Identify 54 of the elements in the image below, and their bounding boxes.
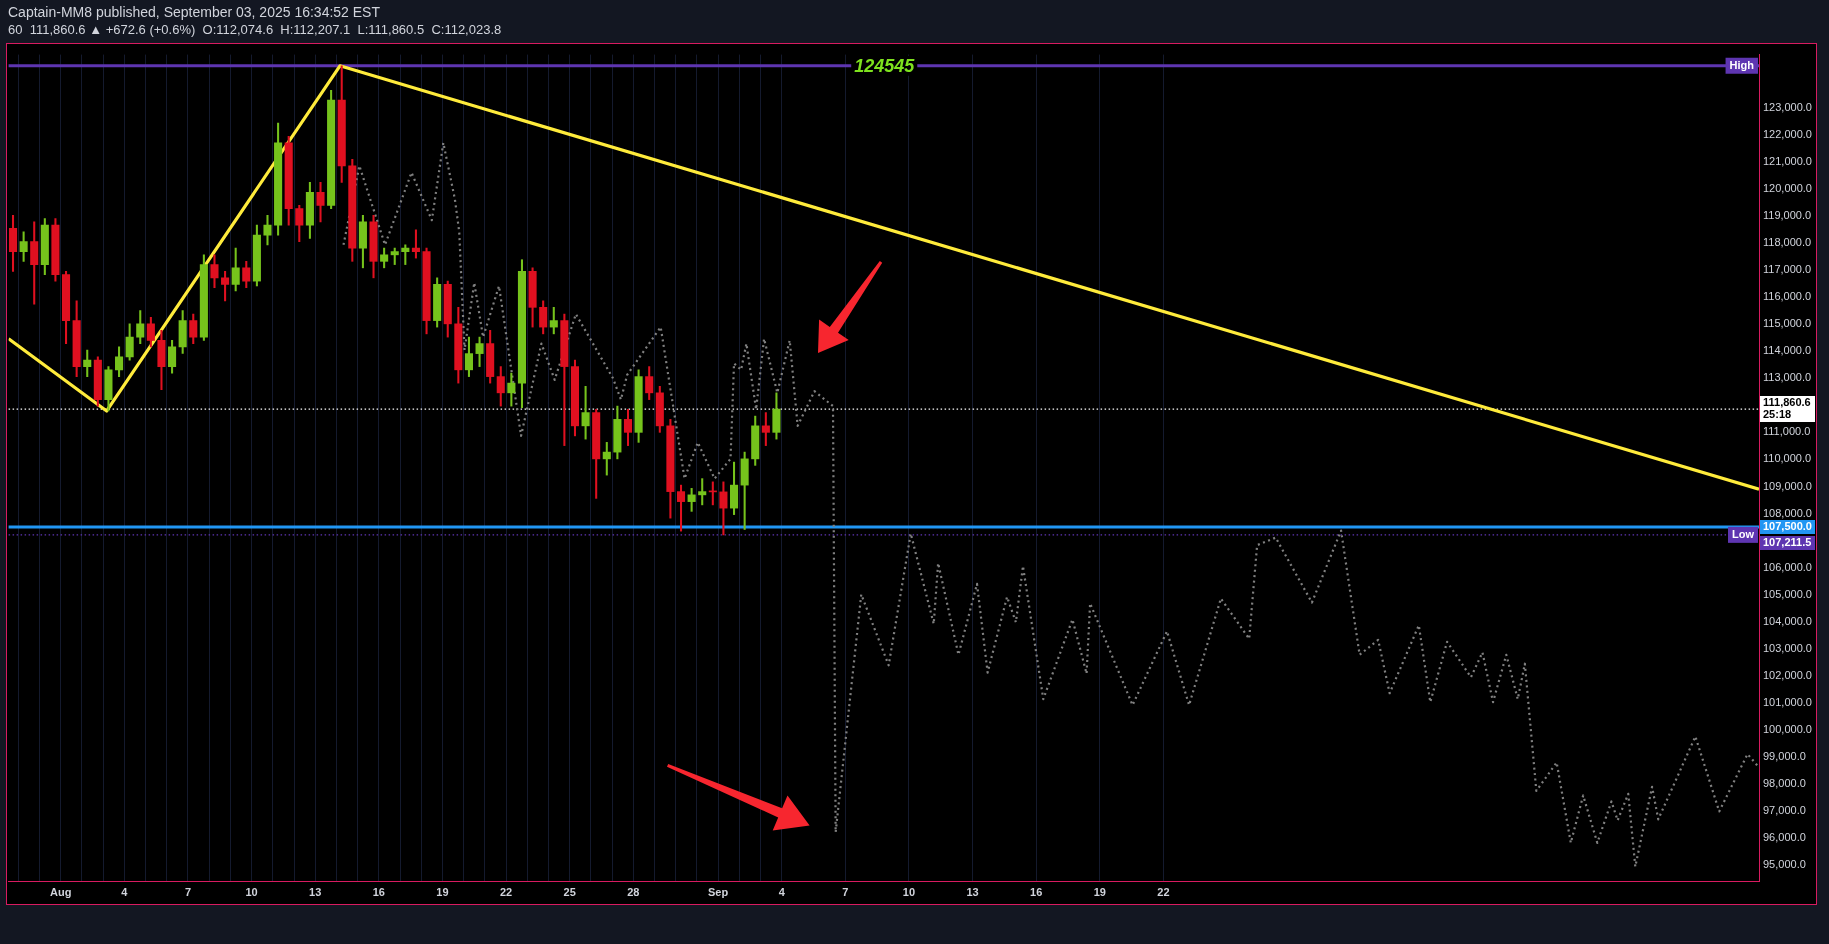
y-tick-label: 100,000.0	[1763, 723, 1812, 736]
y-tick-label: 116,000.0	[1763, 290, 1812, 303]
x-tick-label: 19	[1093, 885, 1106, 898]
y-tick-label: 101,000.0	[1763, 695, 1812, 708]
x-tick-label: Sep	[708, 885, 729, 898]
y-tick-label: 122,000.0	[1763, 127, 1812, 140]
x-tick-label: 7	[184, 885, 192, 898]
y-tick-label: 103,000.0	[1763, 641, 1812, 654]
y-tick-label: 113,000.0	[1763, 371, 1812, 384]
annotation: 124545	[854, 55, 916, 76]
y-tick-label: 118,000.0	[1763, 235, 1812, 248]
y-tick-label: 99,000.0	[1763, 750, 1806, 763]
x-tick-label: 4	[121, 885, 129, 898]
x-tick-label: 10	[245, 885, 258, 898]
line-series	[342, 141, 1759, 868]
x-tick-label: 22	[1157, 885, 1170, 898]
x-tick-label: 25	[563, 885, 576, 898]
y-tick-label: 110,000.0	[1763, 452, 1812, 465]
y-tick-label: 105,000.0	[1763, 587, 1812, 600]
x-tick-label: 19	[436, 885, 449, 898]
y-tick-label: 98,000.0	[1763, 777, 1806, 790]
ref-line-label: 107,500.0	[1763, 520, 1812, 533]
y-tick-label: 108,000.0	[1763, 506, 1812, 519]
y-tick-label: 119,000.0	[1763, 208, 1812, 221]
y-tick-label: 95,000.0	[1763, 858, 1806, 871]
x-tick-label: 7	[842, 885, 849, 898]
y-tick-label: 106,000.0	[1763, 560, 1812, 573]
y-tick-label: 121,000.0	[1763, 154, 1812, 167]
x-tick-label: Aug	[50, 885, 72, 898]
y-tick-label: 111,000.0	[1763, 425, 1811, 438]
y-tick-label: 104,000.0	[1763, 614, 1812, 627]
y-tick-label: 97,000.0	[1763, 804, 1806, 817]
chart-subtitle: 60 111,860.6 ▲ +672.6 (+0.6%) O:112,074.6 H:112,207.1 L:111,860.5 C:112,023.8	[8, 22, 502, 37]
x-tick-label: 16	[1030, 885, 1043, 898]
ref-line-label: 111,860.6 25:18	[1763, 396, 1811, 421]
x-tick-label: 4	[778, 885, 786, 898]
x-tick-label: 22	[499, 885, 513, 898]
y-tick-label: 96,000.0	[1763, 831, 1806, 844]
x-tick-label: 13	[966, 885, 979, 898]
y-tick-label: 120,000.0	[1763, 181, 1812, 194]
x-tick-label: 10	[902, 885, 916, 898]
annotation: High	[1729, 58, 1755, 71]
x-tick-label: 13	[309, 885, 322, 898]
ref-line-label: 107,211.5	[1763, 536, 1812, 549]
y-tick-label: 123,000.0	[1763, 100, 1812, 113]
annotation: Low	[1732, 527, 1755, 540]
x-tick-label: 16	[372, 885, 385, 898]
y-tick-label: 115,000.0	[1763, 317, 1812, 330]
y-tick-label: 114,000.0	[1763, 344, 1812, 357]
chart-title: Captain-MM8 published, September 03, 2025 16:34:52 EST	[8, 4, 381, 20]
y-tick-label: 109,000.0	[1763, 479, 1812, 492]
y-tick-label: 102,000.0	[1763, 668, 1812, 681]
x-tick-label: 28	[627, 885, 640, 898]
y-tick-label: 117,000.0	[1763, 263, 1812, 276]
